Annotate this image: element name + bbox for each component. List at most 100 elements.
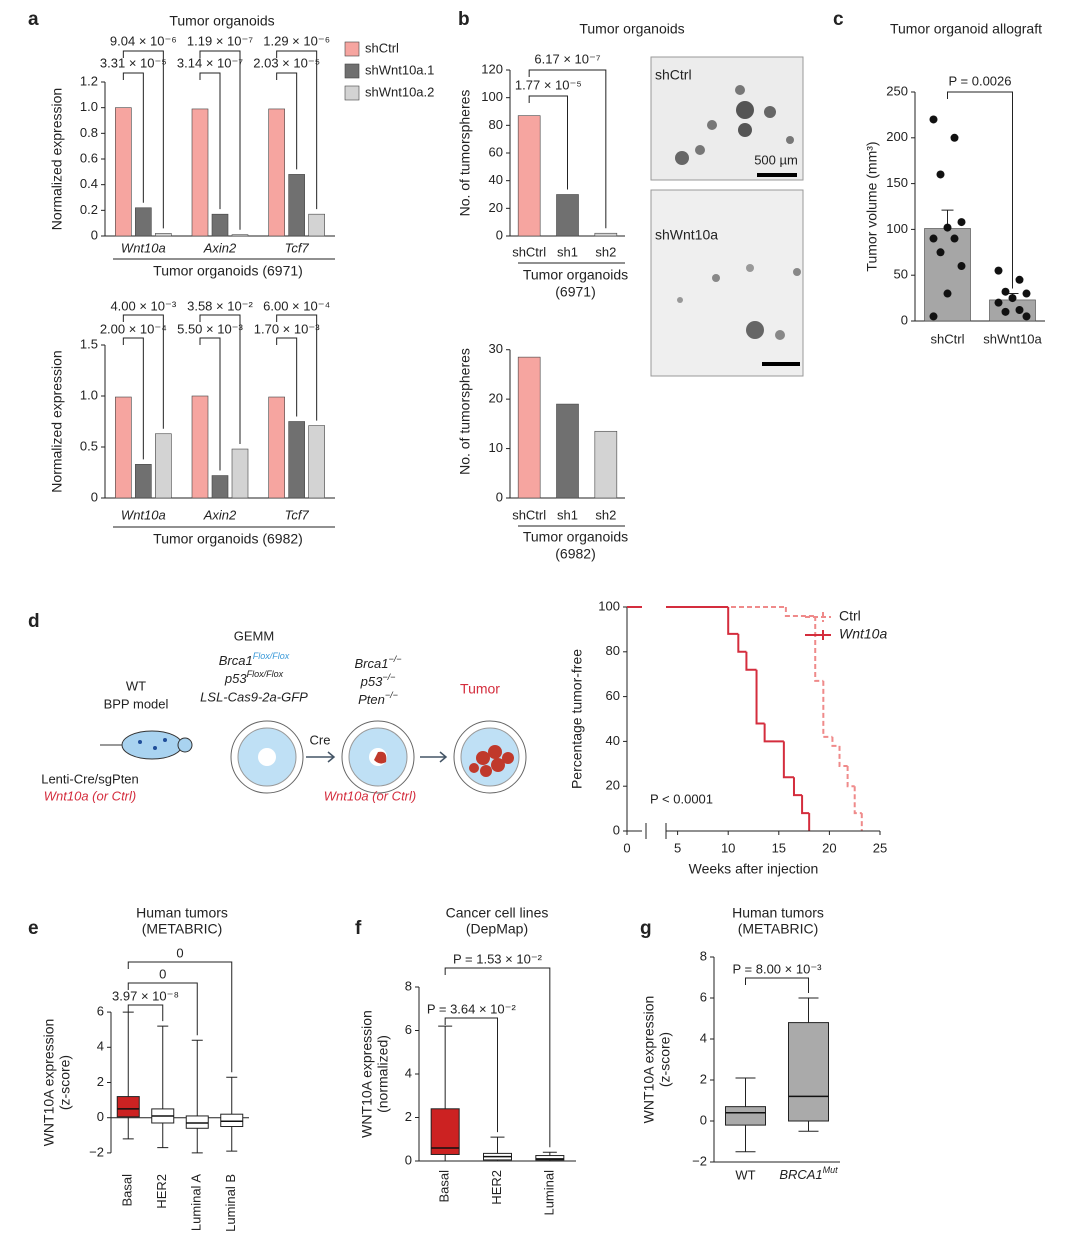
bar bbox=[135, 207, 152, 237]
whisker bbox=[122, 1116, 134, 1140]
whisker bbox=[191, 1128, 203, 1154]
p-value: 1.70 × 10⁻³ bbox=[254, 321, 320, 336]
chart-title: Human tumors bbox=[732, 905, 824, 921]
diagram-text: Brca1 bbox=[355, 656, 389, 671]
p-value: 0 bbox=[159, 966, 166, 981]
y-axis-label: WNT10A expression bbox=[641, 996, 657, 1124]
p-value: 5.50 × 10⁻³ bbox=[177, 321, 243, 336]
bracket bbox=[122, 314, 164, 429]
micrograph: 500 µm shCtrl bbox=[650, 56, 804, 181]
bar bbox=[191, 395, 209, 499]
x-tick-label: sh1 bbox=[557, 244, 578, 259]
panel-label: e bbox=[28, 918, 39, 939]
legend-label: shWnt10a.1 bbox=[365, 62, 434, 77]
data-point bbox=[1001, 307, 1010, 316]
y-tick-label: 20 bbox=[489, 391, 503, 406]
data-point bbox=[957, 218, 966, 227]
bracket bbox=[199, 72, 221, 210]
image-label: shWnt10a bbox=[655, 227, 718, 243]
x-axis-label: Tumor organoids (6982) bbox=[153, 531, 303, 547]
y-tick-label: 250 bbox=[886, 83, 908, 98]
whisker bbox=[191, 1039, 203, 1116]
scale-bar-label: 500 µm bbox=[754, 152, 798, 167]
p-value: 3.31 × 10⁻⁵ bbox=[100, 55, 167, 70]
p-value: 9.04 × 10⁻⁶ bbox=[110, 33, 177, 48]
bar bbox=[288, 421, 305, 499]
diagram-text: Lenti-Cre/sgPten bbox=[41, 771, 139, 786]
y-tick-label: 0.8 bbox=[80, 125, 98, 140]
x-tick-label: Axin2 bbox=[203, 507, 237, 522]
x-axis-label: (6982) bbox=[555, 546, 595, 562]
y-axis-label: No. of tumorspheres bbox=[457, 348, 473, 475]
whisker bbox=[490, 1136, 505, 1154]
diagram-text: Cre bbox=[310, 732, 331, 747]
y-tick-label: 6 bbox=[97, 1004, 104, 1019]
y-tick-label: 100 bbox=[886, 221, 908, 236]
survival-step bbox=[846, 766, 855, 788]
p-value: 1.77 × 10⁻⁵ bbox=[515, 77, 582, 92]
y-tick-label: 0 bbox=[613, 822, 620, 837]
survival-step bbox=[801, 795, 810, 815]
data-point bbox=[1001, 287, 1010, 296]
panel-label: f bbox=[355, 918, 362, 939]
x-tick-label: Wnt10a bbox=[121, 240, 166, 255]
chart-title: Human tumors bbox=[136, 905, 228, 921]
survival-step bbox=[838, 745, 848, 768]
x-tick-label: Basal bbox=[120, 1174, 135, 1207]
y-tick-label: 0 bbox=[496, 227, 503, 242]
panel-label: d bbox=[28, 611, 40, 632]
diagram-text: BPP model bbox=[104, 696, 169, 711]
survival-step bbox=[755, 669, 765, 725]
superscript: Mut bbox=[823, 1165, 839, 1175]
y-tick-label: 60 bbox=[489, 144, 503, 159]
chart-title: (METABRIC) bbox=[142, 921, 223, 937]
legend-label: Ctrl bbox=[839, 608, 861, 624]
y-tick-label: 0 bbox=[91, 489, 98, 504]
data-point bbox=[943, 289, 952, 298]
y-tick-label: 0 bbox=[97, 1109, 104, 1124]
bar bbox=[594, 430, 618, 499]
bar bbox=[556, 403, 579, 499]
data-point bbox=[1022, 289, 1031, 298]
bar bbox=[924, 228, 971, 322]
data-point bbox=[994, 266, 1003, 275]
whisker bbox=[542, 1151, 557, 1156]
x-tick-label: sh2 bbox=[595, 507, 616, 522]
y-tick-label: 2 bbox=[700, 1071, 707, 1086]
data-point bbox=[950, 234, 959, 243]
p-value: 3.97 × 10⁻⁸ bbox=[112, 988, 179, 1003]
y-axis-label: WNT10A expression bbox=[41, 1019, 57, 1147]
p-value: P = 0.0026 bbox=[948, 73, 1011, 88]
p-value: 3.58 × 10⁻² bbox=[187, 298, 253, 313]
chart-title: Tumor organoids bbox=[169, 13, 274, 29]
x-tick-label: sh1 bbox=[557, 507, 578, 522]
data-point bbox=[994, 298, 1003, 307]
y-tick-label: 0 bbox=[91, 227, 98, 242]
y-axis-label: (z-score) bbox=[657, 1032, 673, 1087]
y-tick-label: 100 bbox=[481, 89, 503, 104]
y-tick-label: 1.0 bbox=[80, 387, 98, 402]
chart-title: (METABRIC) bbox=[738, 921, 819, 937]
legend-swatch bbox=[344, 41, 360, 57]
x-axis bbox=[627, 823, 880, 839]
bracket bbox=[444, 967, 551, 1148]
micrograph: shWnt10a bbox=[650, 189, 804, 377]
y-tick-label: 2 bbox=[405, 1109, 412, 1124]
bar bbox=[517, 356, 541, 499]
diagram-text: Pten−/− bbox=[358, 690, 398, 707]
diagram-text: p53 bbox=[360, 674, 383, 689]
p-value: 2.00 × 10⁻⁴ bbox=[100, 321, 167, 336]
p-value: P = 1.53 × 10⁻² bbox=[453, 951, 543, 966]
whisker bbox=[438, 1154, 453, 1162]
y-tick-label: 150 bbox=[886, 175, 908, 190]
bracket bbox=[199, 50, 241, 230]
x-tick-label: 10 bbox=[721, 840, 735, 855]
y-tick-label: 8 bbox=[405, 978, 412, 993]
y-tick-label: 20 bbox=[606, 778, 620, 793]
legend-label: shWnt10a.2 bbox=[365, 84, 434, 99]
legend-label: shCtrl bbox=[365, 40, 399, 55]
diagram-text: Pten bbox=[358, 692, 385, 707]
bracket bbox=[276, 72, 298, 170]
data-point bbox=[1015, 275, 1024, 284]
bar bbox=[594, 232, 618, 237]
